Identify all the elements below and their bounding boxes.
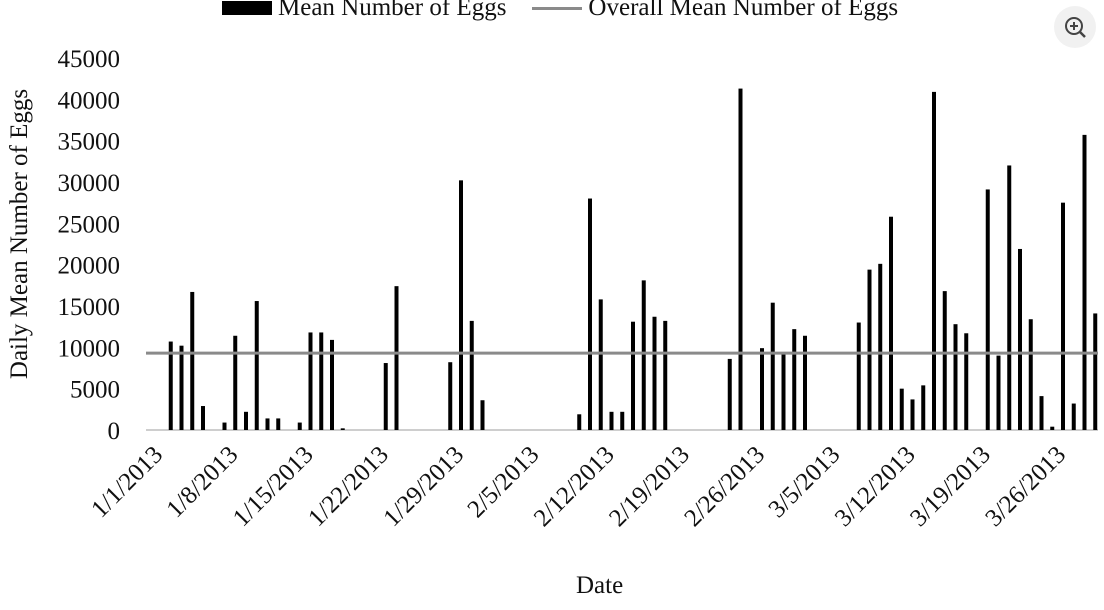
zoom-in-button[interactable] <box>1054 6 1096 48</box>
bar <box>921 385 926 430</box>
x-tick-label: 2/26/2013 <box>679 441 770 532</box>
bar <box>190 291 195 430</box>
y-tick-label: 20000 <box>58 253 121 280</box>
bar <box>1028 319 1033 430</box>
bar <box>878 263 883 430</box>
bar <box>448 362 453 430</box>
legend-bar-swatch <box>222 1 272 15</box>
bar <box>996 355 1001 430</box>
bar <box>1050 426 1055 430</box>
bar <box>480 400 485 430</box>
bar <box>469 320 474 430</box>
bar <box>394 286 399 430</box>
bar <box>663 320 668 430</box>
bar <box>770 302 775 430</box>
x-tick-label: 3/12/2013 <box>830 441 921 532</box>
x-tick-label: 2/12/2013 <box>529 441 620 532</box>
bar <box>792 329 797 430</box>
x-axis-title: Date <box>576 572 624 599</box>
zoom-in-icon <box>1065 17 1086 38</box>
bar <box>738 88 743 430</box>
y-tick-label: 30000 <box>58 170 121 197</box>
bar <box>867 269 872 430</box>
bar <box>942 291 947 430</box>
bar <box>319 332 324 430</box>
y-tick-label: 5000 <box>70 377 120 404</box>
bar <box>168 341 173 430</box>
bar <box>932 91 936 430</box>
bar <box>577 414 582 430</box>
bar <box>297 422 302 430</box>
bar <box>254 301 259 430</box>
x-tick-label: 1/29/2013 <box>378 441 469 532</box>
y-tick-label: 15000 <box>58 294 121 321</box>
bar <box>330 339 334 430</box>
x-tick-label: 1/1/2013 <box>86 441 168 523</box>
bar <box>383 363 388 430</box>
bar <box>889 216 893 430</box>
x-tick-label: 3/26/2013 <box>980 441 1071 532</box>
bar <box>727 358 732 430</box>
bar <box>1071 403 1076 430</box>
y-tick-label: 45000 <box>58 46 121 73</box>
bar <box>964 333 969 430</box>
bar <box>1061 202 1065 430</box>
bar <box>244 411 248 430</box>
legend-bar-label: Mean Number of Eggs <box>278 0 507 21</box>
bar <box>899 388 904 430</box>
bar <box>985 189 990 430</box>
bar <box>598 299 603 430</box>
bar <box>340 428 345 430</box>
y-tick-label: 25000 <box>58 211 121 238</box>
bar <box>179 345 184 430</box>
bar <box>760 348 764 430</box>
bar <box>588 198 592 430</box>
bar <box>641 280 646 430</box>
bar <box>1039 396 1044 430</box>
bar <box>201 406 205 430</box>
bar <box>308 332 313 430</box>
bar <box>620 411 625 430</box>
bar <box>609 411 614 430</box>
bar <box>265 418 270 430</box>
bar <box>652 316 657 430</box>
bar <box>1018 248 1022 430</box>
bar <box>1093 313 1098 430</box>
y-tick-label: 10000 <box>58 335 121 362</box>
bar <box>803 335 807 430</box>
bar <box>631 321 635 430</box>
bar <box>233 335 238 430</box>
bar <box>781 353 786 430</box>
bar <box>459 180 463 430</box>
bar <box>1082 134 1087 430</box>
x-tick-label: 1/15/2013 <box>228 441 319 532</box>
legend: Mean Number of Eggs Overall Mean Number … <box>222 0 898 22</box>
bar <box>276 418 281 430</box>
legend-line-swatch <box>532 6 583 10</box>
bar <box>856 322 861 430</box>
legend-line-label: Overall Mean Number of Eggs <box>588 0 899 21</box>
y-tick-label: 40000 <box>58 87 121 114</box>
bar <box>953 324 958 430</box>
bar <box>222 422 227 430</box>
x-tick-label: 3/19/2013 <box>905 441 996 532</box>
x-tick-label: 1/22/2013 <box>303 441 394 532</box>
y-tick-label: 35000 <box>58 129 121 156</box>
y-tick-label: 0 <box>108 418 121 445</box>
bar <box>910 399 915 430</box>
bar <box>1007 165 1012 430</box>
x-tick-label: 2/19/2013 <box>604 441 695 532</box>
